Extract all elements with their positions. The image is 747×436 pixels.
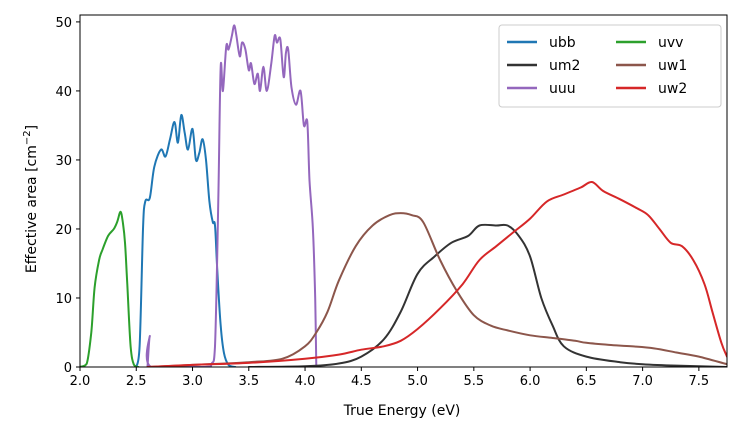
y-tick-label: 50	[55, 16, 72, 31]
x-tick-label: 5.0	[407, 374, 428, 389]
y-tick-label: 40	[55, 85, 72, 100]
series-line-uw1	[146, 212, 727, 367]
legend-label-um2: um2	[549, 58, 580, 74]
legend-label-ubb: ubb	[549, 35, 576, 51]
x-tick-label: 2.0	[70, 374, 91, 389]
x-tick-label: 7.5	[689, 374, 710, 389]
series-line-uuu	[145, 24, 318, 367]
y-tick-label: 10	[55, 292, 72, 307]
y-tick-label: 30	[55, 154, 72, 169]
series-line-um2	[247, 223, 727, 367]
legend-box	[498, 24, 722, 108]
series-line-uvv	[80, 210, 140, 367]
y-tick-label: 0	[64, 361, 72, 376]
x-axis: 2.0 2.5 3.0 3.5 4.0 4.5 5.0 5.5 6.0 6.5 7.0 7.5	[70, 367, 710, 389]
x-tick-label: 3.5	[238, 374, 259, 389]
legend-label-uw1: uw1	[658, 58, 687, 74]
x-tick-label: 6.5	[576, 374, 597, 389]
plot-frame	[79, 14, 728, 368]
x-tick-label: 3.0	[182, 374, 203, 389]
y-axis-label: Effective area [cm−2]	[22, 125, 40, 273]
plot-lines	[80, 24, 727, 367]
legend-label-uvv: uvv	[658, 35, 683, 51]
series-line-uw2	[146, 180, 727, 367]
x-tick-label: 2.5	[126, 374, 147, 389]
legend-label-uuu: uuu	[549, 81, 576, 97]
x-tick-label: 6.0	[520, 374, 541, 389]
x-tick-label: 5.5	[463, 374, 484, 389]
x-tick-label: 7.0	[632, 374, 653, 389]
y-axis: 0 10 20 30 40 50	[55, 16, 80, 376]
legend: ubb uvv um2 uw1 uuu uw2	[498, 24, 722, 108]
x-tick-label: 4.0	[295, 374, 316, 389]
x-tick-label: 4.5	[351, 374, 372, 389]
series-line-ubb	[135, 114, 237, 367]
y-tick-label: 20	[55, 223, 72, 238]
legend-label-uw2: uw2	[658, 81, 687, 97]
x-axis-label: True Energy (eV)	[343, 403, 461, 419]
